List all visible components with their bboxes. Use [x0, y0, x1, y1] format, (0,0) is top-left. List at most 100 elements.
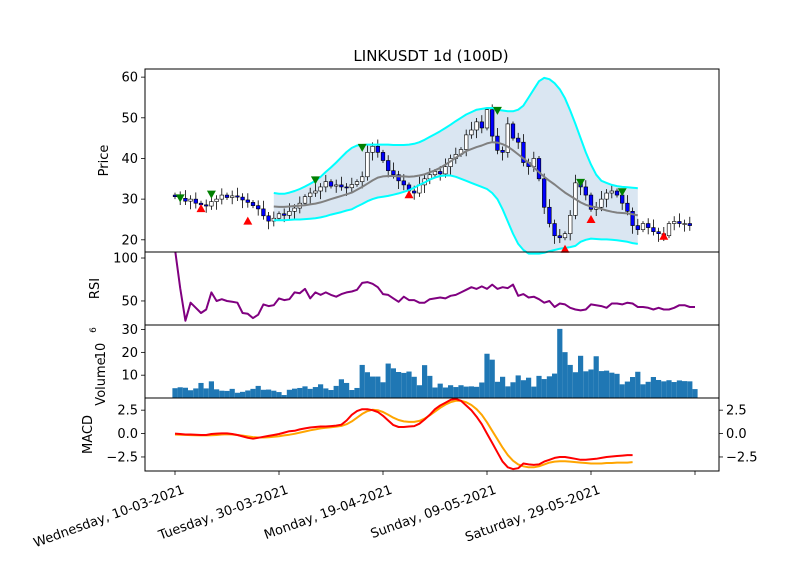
volume-bar: [536, 375, 542, 398]
candle-body: [443, 166, 448, 175]
volume-bar: [364, 372, 370, 398]
volume-bar: [354, 387, 360, 398]
price-axis-tick-label: 40: [121, 152, 138, 167]
rsi-panel: [174, 252, 695, 322]
candle-body: [230, 195, 235, 198]
volume-bar: [645, 381, 651, 398]
volume-bar: [182, 387, 188, 398]
volume-bar: [567, 364, 573, 398]
candle-body: [640, 223, 646, 230]
candle-body: [568, 215, 573, 234]
bollinger-lower-line: [273, 174, 638, 255]
volume-panel: [172, 328, 698, 398]
volume-exponent-power: 6: [89, 327, 99, 333]
buy-marker: [617, 188, 627, 197]
volume-bar: [583, 371, 589, 398]
volume-bar: [624, 381, 630, 398]
buy-marker: [206, 190, 216, 199]
volume-bar: [266, 389, 272, 398]
volume-bar: [552, 373, 558, 398]
macd-panel: [174, 397, 633, 471]
volume-bar: [344, 382, 350, 398]
candle-body: [256, 205, 261, 210]
volume-bar: [468, 386, 474, 398]
volume-bar: [198, 382, 204, 398]
candle-body: [360, 176, 365, 182]
volume-bar: [479, 382, 485, 398]
rsi-line: [174, 252, 695, 322]
volume-bar: [380, 382, 386, 398]
macd-ylabel: MACD: [81, 415, 96, 454]
volume-bar: [416, 385, 422, 398]
candle-body: [183, 198, 188, 202]
candle-body: [391, 170, 396, 176]
volume-bar: [676, 380, 682, 398]
rsi-panel-frame: [144, 251, 720, 326]
volume-bar: [396, 371, 402, 398]
volume-bar: [219, 390, 225, 398]
volume-exponent: 10: [94, 343, 109, 360]
rsi-axis-tick-label: 100: [113, 252, 138, 267]
candle-body: [292, 207, 297, 212]
candle-body: [287, 211, 292, 216]
candle-body: [235, 195, 240, 198]
candle-body: [588, 194, 594, 210]
rsi-ylabel: RSI: [88, 278, 103, 299]
candle-body: [386, 160, 391, 171]
volume-bar: [255, 385, 261, 398]
candle-body: [505, 123, 510, 153]
volume-bar: [297, 387, 303, 398]
candle-body: [500, 150, 505, 153]
volume-bar: [234, 392, 240, 398]
volume-bar: [505, 386, 511, 398]
candle-body: [672, 221, 677, 224]
volume-bar: [593, 356, 599, 398]
macd-axis-left-tick-label: 0.0: [117, 427, 138, 442]
candle-body: [308, 192, 313, 197]
volume-bar: [453, 387, 459, 398]
volume-bar: [250, 388, 256, 398]
volume-bar: [520, 380, 526, 398]
candle-body: [328, 181, 334, 187]
candle-body: [469, 129, 474, 136]
price-axis-tick-label: 20: [121, 233, 138, 248]
volume-bar: [193, 388, 199, 398]
volume-bar: [484, 353, 490, 398]
bollinger-fill: [273, 77, 638, 254]
volume-bar: [286, 389, 292, 398]
candle-body: [682, 223, 687, 225]
macd-axis-right-tick-label: 0.0: [726, 427, 747, 442]
volume-bar: [411, 376, 417, 398]
candle-body: [625, 202, 630, 212]
sell-marker: [196, 204, 206, 213]
volume-bar: [172, 388, 178, 398]
volume-bar: [229, 388, 235, 398]
volume-bar: [281, 395, 287, 398]
candle-body: [542, 178, 547, 208]
candle-body: [677, 221, 682, 224]
volume-bar: [463, 386, 469, 398]
volume-bar: [500, 376, 506, 398]
volume-bar: [510, 382, 516, 398]
candle-body: [193, 198, 198, 204]
volume-bar: [245, 390, 251, 398]
volume-axis-tick-label: 20: [121, 346, 138, 361]
volume-bar: [546, 376, 552, 398]
candle-body: [375, 145, 380, 153]
volume-bar: [276, 392, 282, 398]
candle-body: [635, 225, 640, 230]
price-panel: [172, 76, 692, 255]
candle-body: [334, 184, 339, 187]
chart-title: LINKUSDT 1d (100D): [353, 47, 508, 65]
volume-bar: [666, 380, 672, 398]
candle-body: [245, 199, 250, 203]
candle-body: [464, 134, 469, 150]
candle-body: [516, 137, 521, 143]
candle-body: [318, 186, 323, 192]
volume-bar: [531, 386, 537, 398]
volume-bar: [630, 377, 636, 398]
candle-body: [474, 121, 479, 131]
volume-bar: [650, 377, 656, 398]
candle-body: [323, 181, 328, 188]
